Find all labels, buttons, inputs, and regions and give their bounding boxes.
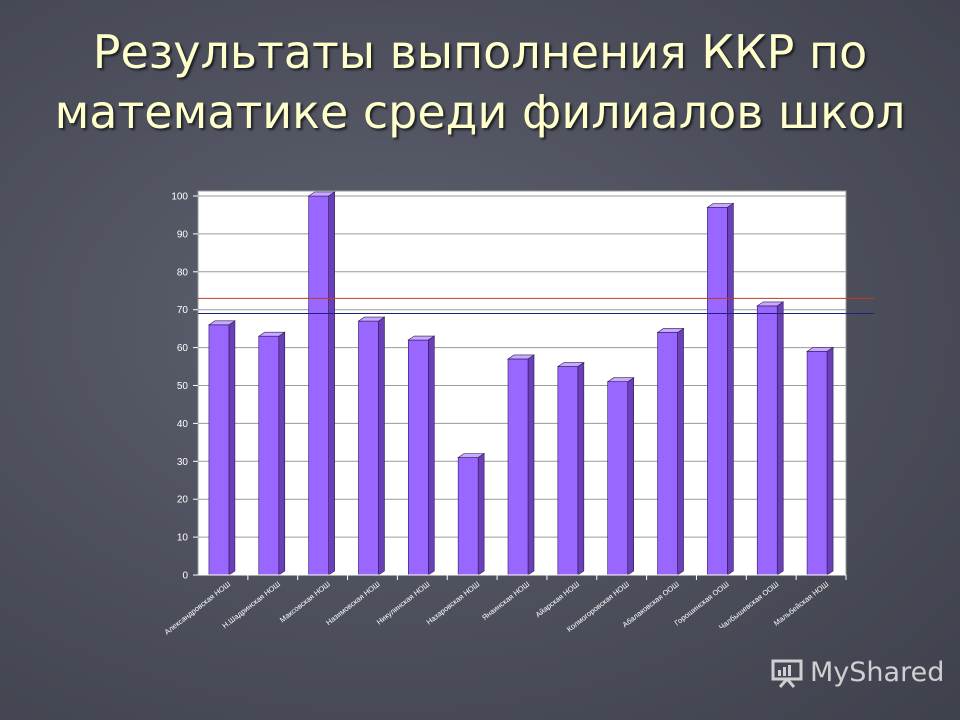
bar (756, 301, 785, 576)
x-tick-label: Максовская НОШ (278, 579, 332, 624)
x-tick-label: Никулинская НОШ (375, 579, 432, 626)
bar-side (677, 327, 684, 576)
bar-side (278, 331, 286, 576)
bar-side (527, 354, 535, 576)
bar-front (408, 339, 429, 576)
y-tick-label: 50 (177, 381, 189, 392)
bar-front (258, 335, 280, 576)
y-tick-label: 0 (182, 571, 188, 582)
bar (706, 202, 735, 576)
bar-top (257, 331, 286, 337)
bar (606, 377, 635, 576)
bar-top (307, 191, 336, 197)
y-tick-label: 70 (177, 305, 189, 316)
bar-front (308, 195, 329, 576)
bar-side (627, 377, 634, 576)
y-tick-label: 30 (177, 457, 189, 468)
bar-top (507, 354, 535, 360)
x-tick-label: Мальбейская НОШ (772, 579, 830, 627)
bar-side (328, 191, 335, 576)
bar (556, 361, 585, 576)
bar-top (606, 377, 635, 383)
y-tick-label: 20 (177, 495, 189, 506)
reference-lines (198, 297, 874, 314)
bar-side (577, 361, 585, 576)
watermark-text: MyShared (810, 656, 945, 688)
bar-front (358, 320, 379, 576)
y-axis: 0 10 20 30 40 50 60 70 80 90 100 (171, 192, 198, 582)
x-tick-label: Александровская НОШ (163, 579, 233, 636)
bar (207, 320, 236, 576)
y-tick-label: 40 (177, 419, 189, 430)
x-tick-label: Айарская НОШ (534, 579, 582, 619)
bar-top (207, 320, 236, 326)
bar (357, 316, 386, 576)
y-tick-label: 60 (177, 343, 189, 354)
bar-side (477, 452, 485, 576)
y-tick-label: 80 (177, 267, 189, 278)
bar-side (776, 301, 784, 576)
bar-top (756, 301, 785, 307)
slide-title: Результаты выполнения ККР по математике … (54, 25, 906, 139)
bar-side (727, 202, 734, 576)
bar-front (507, 358, 529, 576)
bar-top (357, 316, 386, 322)
bar-front (806, 351, 828, 576)
bar-front (657, 332, 678, 576)
bar-top (407, 335, 436, 341)
bar-front (208, 324, 230, 576)
bar-side (378, 316, 385, 576)
y-tick-label: 90 (177, 229, 189, 240)
bar-top (656, 328, 685, 333)
x-tick-label: Янаинская НОШ (480, 579, 531, 622)
bar-front (457, 457, 479, 576)
bar-top (556, 362, 585, 367)
bar-top (706, 203, 735, 208)
bar (307, 191, 336, 576)
bar-side (826, 346, 834, 576)
presentation-icon (771, 659, 803, 688)
bar (257, 331, 286, 576)
bar (806, 346, 835, 576)
x-tick-label: Назимовская НОШ (324, 579, 382, 627)
bar-top (806, 347, 835, 352)
watermark-logo: MyShared (770, 656, 944, 688)
bars (207, 191, 835, 576)
bar (507, 354, 535, 576)
bar (457, 452, 486, 576)
bar-front (707, 207, 728, 576)
bar-top (457, 453, 486, 458)
bar-side (228, 320, 236, 576)
bar-front (557, 366, 579, 576)
bar (656, 327, 685, 576)
bar-side (428, 335, 435, 576)
x-tick-label: Назаровская НОШ (425, 579, 482, 626)
bar-front (756, 305, 778, 576)
y-tick-label: 100 (171, 192, 188, 203)
y-tick-label: 10 (177, 533, 189, 544)
bar (407, 335, 436, 576)
bar-front (607, 381, 628, 576)
